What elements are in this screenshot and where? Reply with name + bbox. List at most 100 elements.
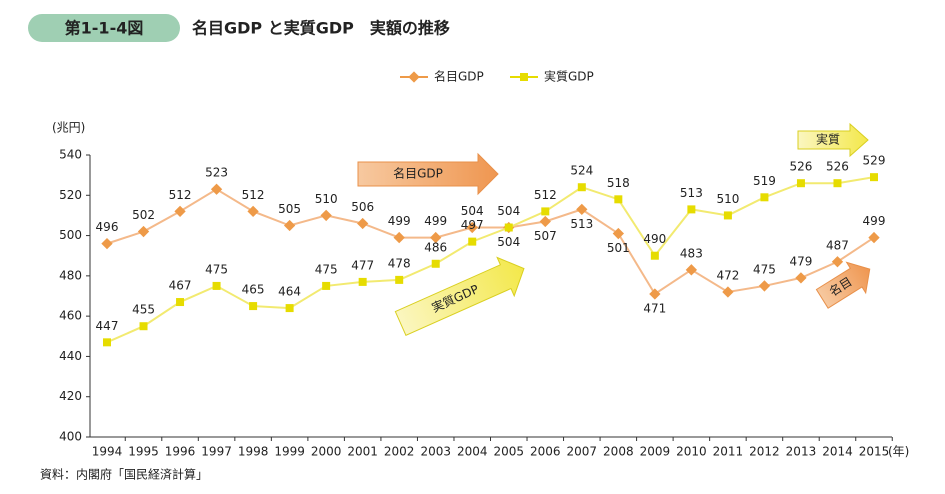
marker (357, 217, 369, 230)
x-tick-label: 2012 (749, 445, 780, 459)
marker (576, 203, 588, 216)
marker (541, 207, 550, 216)
data-label: 501 (607, 241, 630, 255)
data-label: 507 (534, 229, 557, 243)
marker (431, 259, 440, 268)
data-label: 513 (570, 217, 593, 231)
data-label: 447 (96, 319, 119, 333)
data-label: 499 (424, 214, 447, 228)
data-label: 467 (169, 279, 192, 293)
data-label: 510 (716, 192, 739, 206)
x-tick-label: 1997 (201, 445, 232, 459)
annotation: 名目GDP (393, 166, 443, 181)
y-axis-label: (兆円) (52, 121, 85, 135)
data-label: 478 (388, 256, 411, 270)
data-label: 490 (643, 232, 666, 246)
data-label: 504 (461, 204, 484, 218)
marker (687, 205, 696, 214)
y-tick-label: 440 (59, 349, 82, 363)
figure-badge (28, 14, 180, 42)
marker (833, 179, 842, 188)
series-line (106, 188, 875, 296)
x-tick-label: 2011 (713, 445, 744, 459)
data-label: 518 (607, 176, 630, 190)
annotation-nominal-small-arrow: 名目 (815, 261, 871, 309)
data-label: 523 (205, 166, 228, 180)
y-tick-label: 520 (59, 188, 82, 202)
y-tick-label: 540 (59, 148, 82, 162)
x-tick-label: 2002 (384, 445, 415, 459)
data-label: 475 (205, 262, 228, 276)
y-tick-label: 480 (59, 268, 82, 282)
data-label: 499 (863, 214, 886, 228)
y-tick-label: 400 (59, 430, 82, 444)
data-label: 455 (132, 303, 155, 317)
data-label: 475 (315, 262, 338, 276)
legend-label: 名目GDP (434, 69, 484, 84)
data-label: 499 (388, 214, 411, 228)
annotation: 実質 (816, 132, 840, 147)
marker (101, 237, 113, 250)
x-tick-label: 2007 (567, 445, 598, 459)
marker (249, 302, 258, 311)
data-label: 496 (96, 220, 119, 234)
marker (358, 277, 367, 286)
data-label: 486 (424, 240, 447, 254)
data-label: 464 (278, 285, 301, 299)
marker (760, 193, 769, 202)
data-label: 524 (570, 164, 593, 178)
data-label: 483 (680, 246, 703, 260)
marker (283, 219, 296, 232)
data-label: 526 (789, 160, 812, 174)
x-tick-label: 2001 (347, 445, 378, 459)
data-label: 475 (753, 262, 776, 276)
figure-label: 第1-1-4図 (65, 19, 144, 38)
legend-marker (408, 71, 420, 83)
data-label: 502 (132, 208, 155, 222)
data-label: 526 (826, 160, 849, 174)
y-tick-label: 460 (59, 309, 82, 323)
annotation-real-small-arrow: 実質 (797, 122, 869, 158)
x-tick-label: 1994 (92, 445, 123, 459)
marker (139, 322, 148, 331)
marker (174, 205, 186, 218)
source-note: 資料：内閣府「国民経済計算」 (40, 467, 208, 482)
marker (612, 227, 624, 240)
data-label: 529 (863, 154, 886, 168)
marker (247, 205, 259, 218)
x-tick-label: 1995 (128, 445, 159, 459)
legend-marker (520, 73, 528, 81)
data-label: 472 (716, 268, 739, 282)
marker (650, 251, 659, 260)
data-label: 505 (278, 202, 301, 216)
x-axis-label: (年) (888, 445, 909, 459)
data-label: 513 (680, 186, 703, 200)
marker (795, 272, 807, 284)
x-tick-label: 2005 (493, 445, 524, 459)
x-tick-label: 1998 (238, 445, 269, 459)
marker (210, 183, 223, 195)
marker (685, 264, 698, 276)
marker (614, 195, 623, 204)
marker (539, 215, 551, 228)
data-label: 471 (643, 301, 666, 315)
x-tick-label: 2010 (676, 445, 707, 459)
marker (868, 231, 880, 244)
marker (320, 209, 332, 222)
x-tick-label: 2006 (530, 445, 561, 459)
data-label: 465 (242, 283, 265, 297)
annotation-nominal-arrow: 名目GDP (357, 152, 499, 196)
marker (322, 281, 331, 290)
marker (395, 275, 404, 284)
marker (649, 288, 661, 300)
data-label: 504 (497, 235, 520, 249)
marker (577, 183, 586, 192)
chart-title: 名目GDP と実質GDP 実額の推移 (192, 19, 450, 38)
y-tick-label: 420 (59, 389, 82, 403)
marker (723, 211, 732, 220)
marker (176, 298, 185, 307)
data-label: 512 (534, 188, 557, 202)
data-label: 487 (826, 238, 849, 252)
marker (103, 338, 111, 347)
